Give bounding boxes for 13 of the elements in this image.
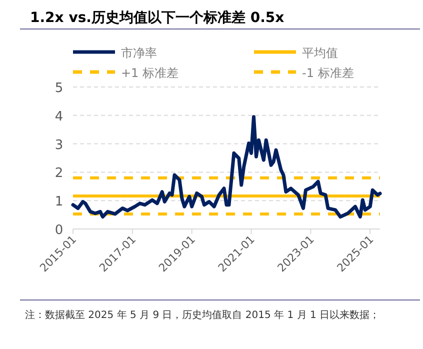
- y-tick-label: 4: [54, 109, 64, 124]
- legend-label: -1 标准差: [302, 66, 354, 80]
- y-tick-label: 2: [54, 166, 64, 182]
- y-tick-label: 3: [54, 138, 64, 153]
- y-tick-label: 5: [54, 81, 64, 96]
- legend-label: +1 标准差: [121, 66, 179, 80]
- line-series: [71, 115, 382, 219]
- legend-label: 市净率: [121, 46, 157, 60]
- legend-label: 平均值: [302, 46, 338, 60]
- text: 注：数据截至 2025 年 5 月 9 日，历史均值取自 2015 年 1 月 1 日以来数据；: [25, 309, 380, 321]
- y-tick-label: 1: [54, 194, 64, 210]
- y-tick-label: 0: [54, 223, 64, 238]
- chart-title: 1.2x vs.历史均值以下一个标准差 0.5x: [30, 10, 284, 26]
